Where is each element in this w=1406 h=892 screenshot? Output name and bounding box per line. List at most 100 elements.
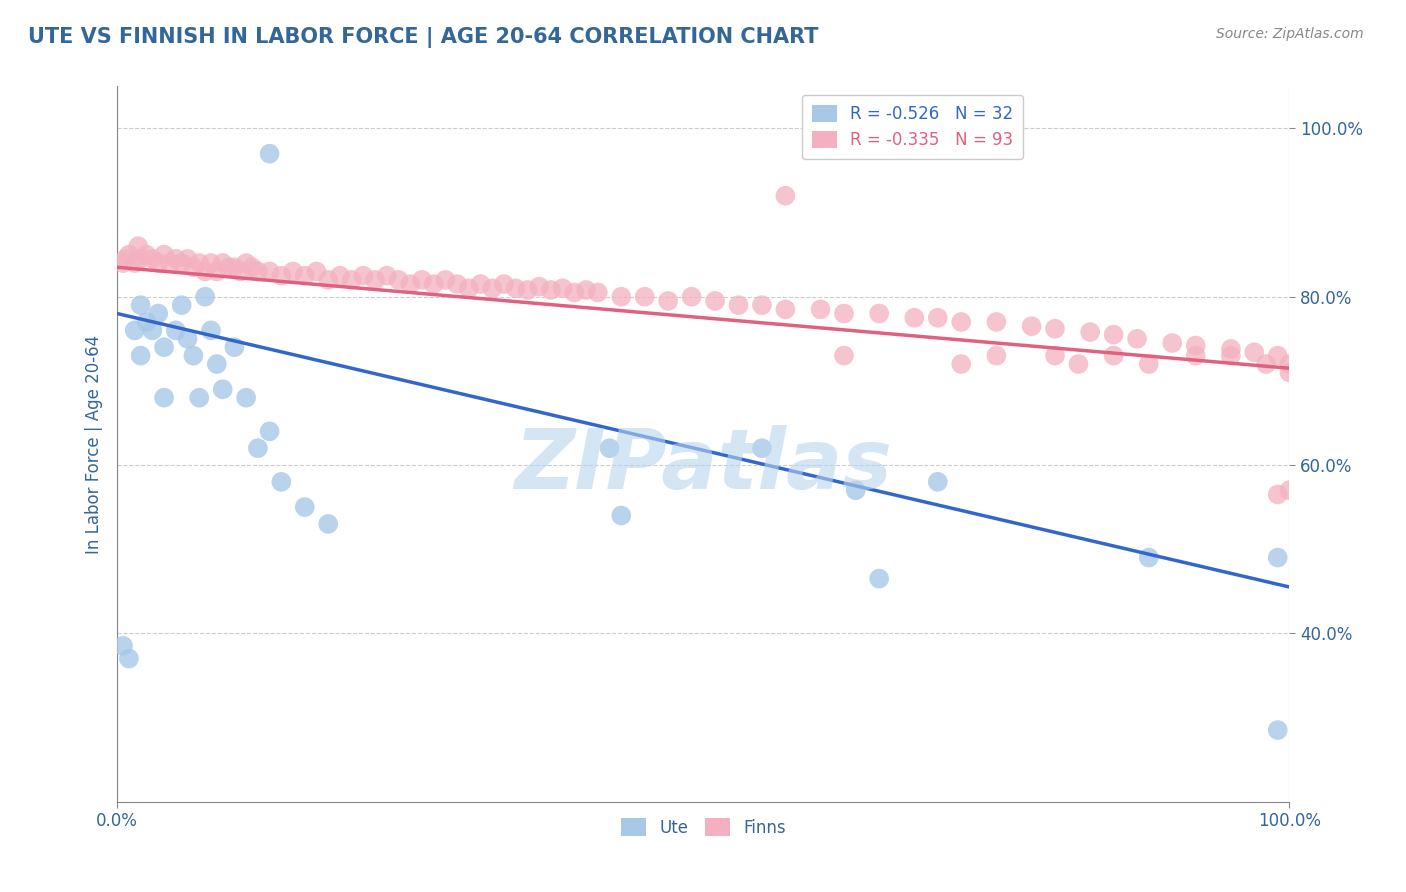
- Point: [112, 639, 135, 653]
- Point: [281, 264, 304, 278]
- Point: [183, 260, 205, 275]
- Point: [153, 340, 176, 354]
- Point: [516, 283, 538, 297]
- Point: [1021, 319, 1043, 334]
- Point: [927, 310, 949, 325]
- Point: [704, 293, 727, 308]
- Point: [205, 264, 228, 278]
- Point: [411, 273, 433, 287]
- Point: [1137, 550, 1160, 565]
- Point: [586, 285, 609, 300]
- Point: [492, 277, 515, 291]
- Point: [387, 273, 409, 287]
- Point: [775, 188, 797, 202]
- Point: [316, 273, 339, 287]
- Point: [194, 264, 217, 278]
- Y-axis label: In Labor Force | Age 20-64: In Labor Force | Age 20-64: [86, 334, 103, 554]
- Point: [751, 441, 773, 455]
- Point: [1243, 345, 1265, 359]
- Text: Source: ZipAtlas.com: Source: ZipAtlas.com: [1216, 27, 1364, 41]
- Point: [270, 475, 292, 489]
- Point: [470, 277, 492, 291]
- Point: [599, 441, 621, 455]
- Point: [1043, 349, 1066, 363]
- Point: [564, 285, 586, 300]
- Point: [205, 357, 228, 371]
- Point: [1161, 336, 1184, 351]
- Point: [211, 256, 233, 270]
- Point: [529, 279, 551, 293]
- Point: [259, 264, 281, 278]
- Point: [135, 315, 157, 329]
- Point: [316, 516, 339, 531]
- Point: [135, 247, 157, 261]
- Point: [1219, 342, 1241, 356]
- Point: [775, 302, 797, 317]
- Legend: Ute, Finns: Ute, Finns: [614, 812, 793, 843]
- Point: [176, 332, 198, 346]
- Text: UTE VS FINNISH IN LABOR FORCE | AGE 20-64 CORRELATION CHART: UTE VS FINNISH IN LABOR FORCE | AGE 20-6…: [28, 27, 818, 48]
- Point: [845, 483, 868, 498]
- Point: [170, 256, 193, 270]
- Point: [1267, 550, 1289, 565]
- Point: [170, 298, 193, 312]
- Point: [1267, 723, 1289, 737]
- Point: [1184, 338, 1206, 352]
- Point: [270, 268, 292, 283]
- Point: [457, 281, 479, 295]
- Point: [364, 273, 387, 287]
- Point: [1278, 357, 1301, 371]
- Point: [903, 310, 925, 325]
- Point: [1267, 349, 1289, 363]
- Point: [1102, 327, 1125, 342]
- Point: [399, 277, 422, 291]
- Point: [235, 256, 257, 270]
- Point: [124, 256, 146, 270]
- Point: [375, 268, 398, 283]
- Point: [224, 340, 246, 354]
- Point: [434, 273, 457, 287]
- Point: [446, 277, 468, 291]
- Point: [194, 290, 217, 304]
- Point: [1126, 332, 1149, 346]
- Point: [211, 382, 233, 396]
- Point: [551, 281, 574, 295]
- Point: [1102, 349, 1125, 363]
- Point: [1184, 349, 1206, 363]
- Point: [188, 256, 211, 270]
- Point: [950, 315, 973, 329]
- Point: [294, 500, 316, 514]
- Point: [340, 273, 363, 287]
- Point: [235, 391, 257, 405]
- Point: [240, 260, 263, 275]
- Point: [1267, 487, 1289, 501]
- Point: [810, 302, 832, 317]
- Point: [246, 441, 269, 455]
- Point: [422, 277, 444, 291]
- Point: [751, 298, 773, 312]
- Point: [141, 252, 163, 266]
- Point: [329, 268, 352, 283]
- Point: [188, 391, 211, 405]
- Point: [114, 252, 136, 266]
- Point: [129, 298, 152, 312]
- Point: [200, 323, 222, 337]
- Point: [148, 307, 170, 321]
- Point: [540, 283, 562, 297]
- Point: [610, 290, 633, 304]
- Point: [1254, 357, 1277, 371]
- Point: [950, 357, 973, 371]
- Point: [124, 323, 146, 337]
- Point: [127, 239, 149, 253]
- Point: [868, 572, 890, 586]
- Point: [229, 264, 252, 278]
- Point: [112, 256, 135, 270]
- Point: [305, 264, 328, 278]
- Point: [218, 260, 240, 275]
- Point: [259, 425, 281, 439]
- Point: [832, 349, 855, 363]
- Point: [986, 315, 1008, 329]
- Point: [1067, 357, 1090, 371]
- Point: [183, 349, 205, 363]
- Point: [118, 651, 141, 665]
